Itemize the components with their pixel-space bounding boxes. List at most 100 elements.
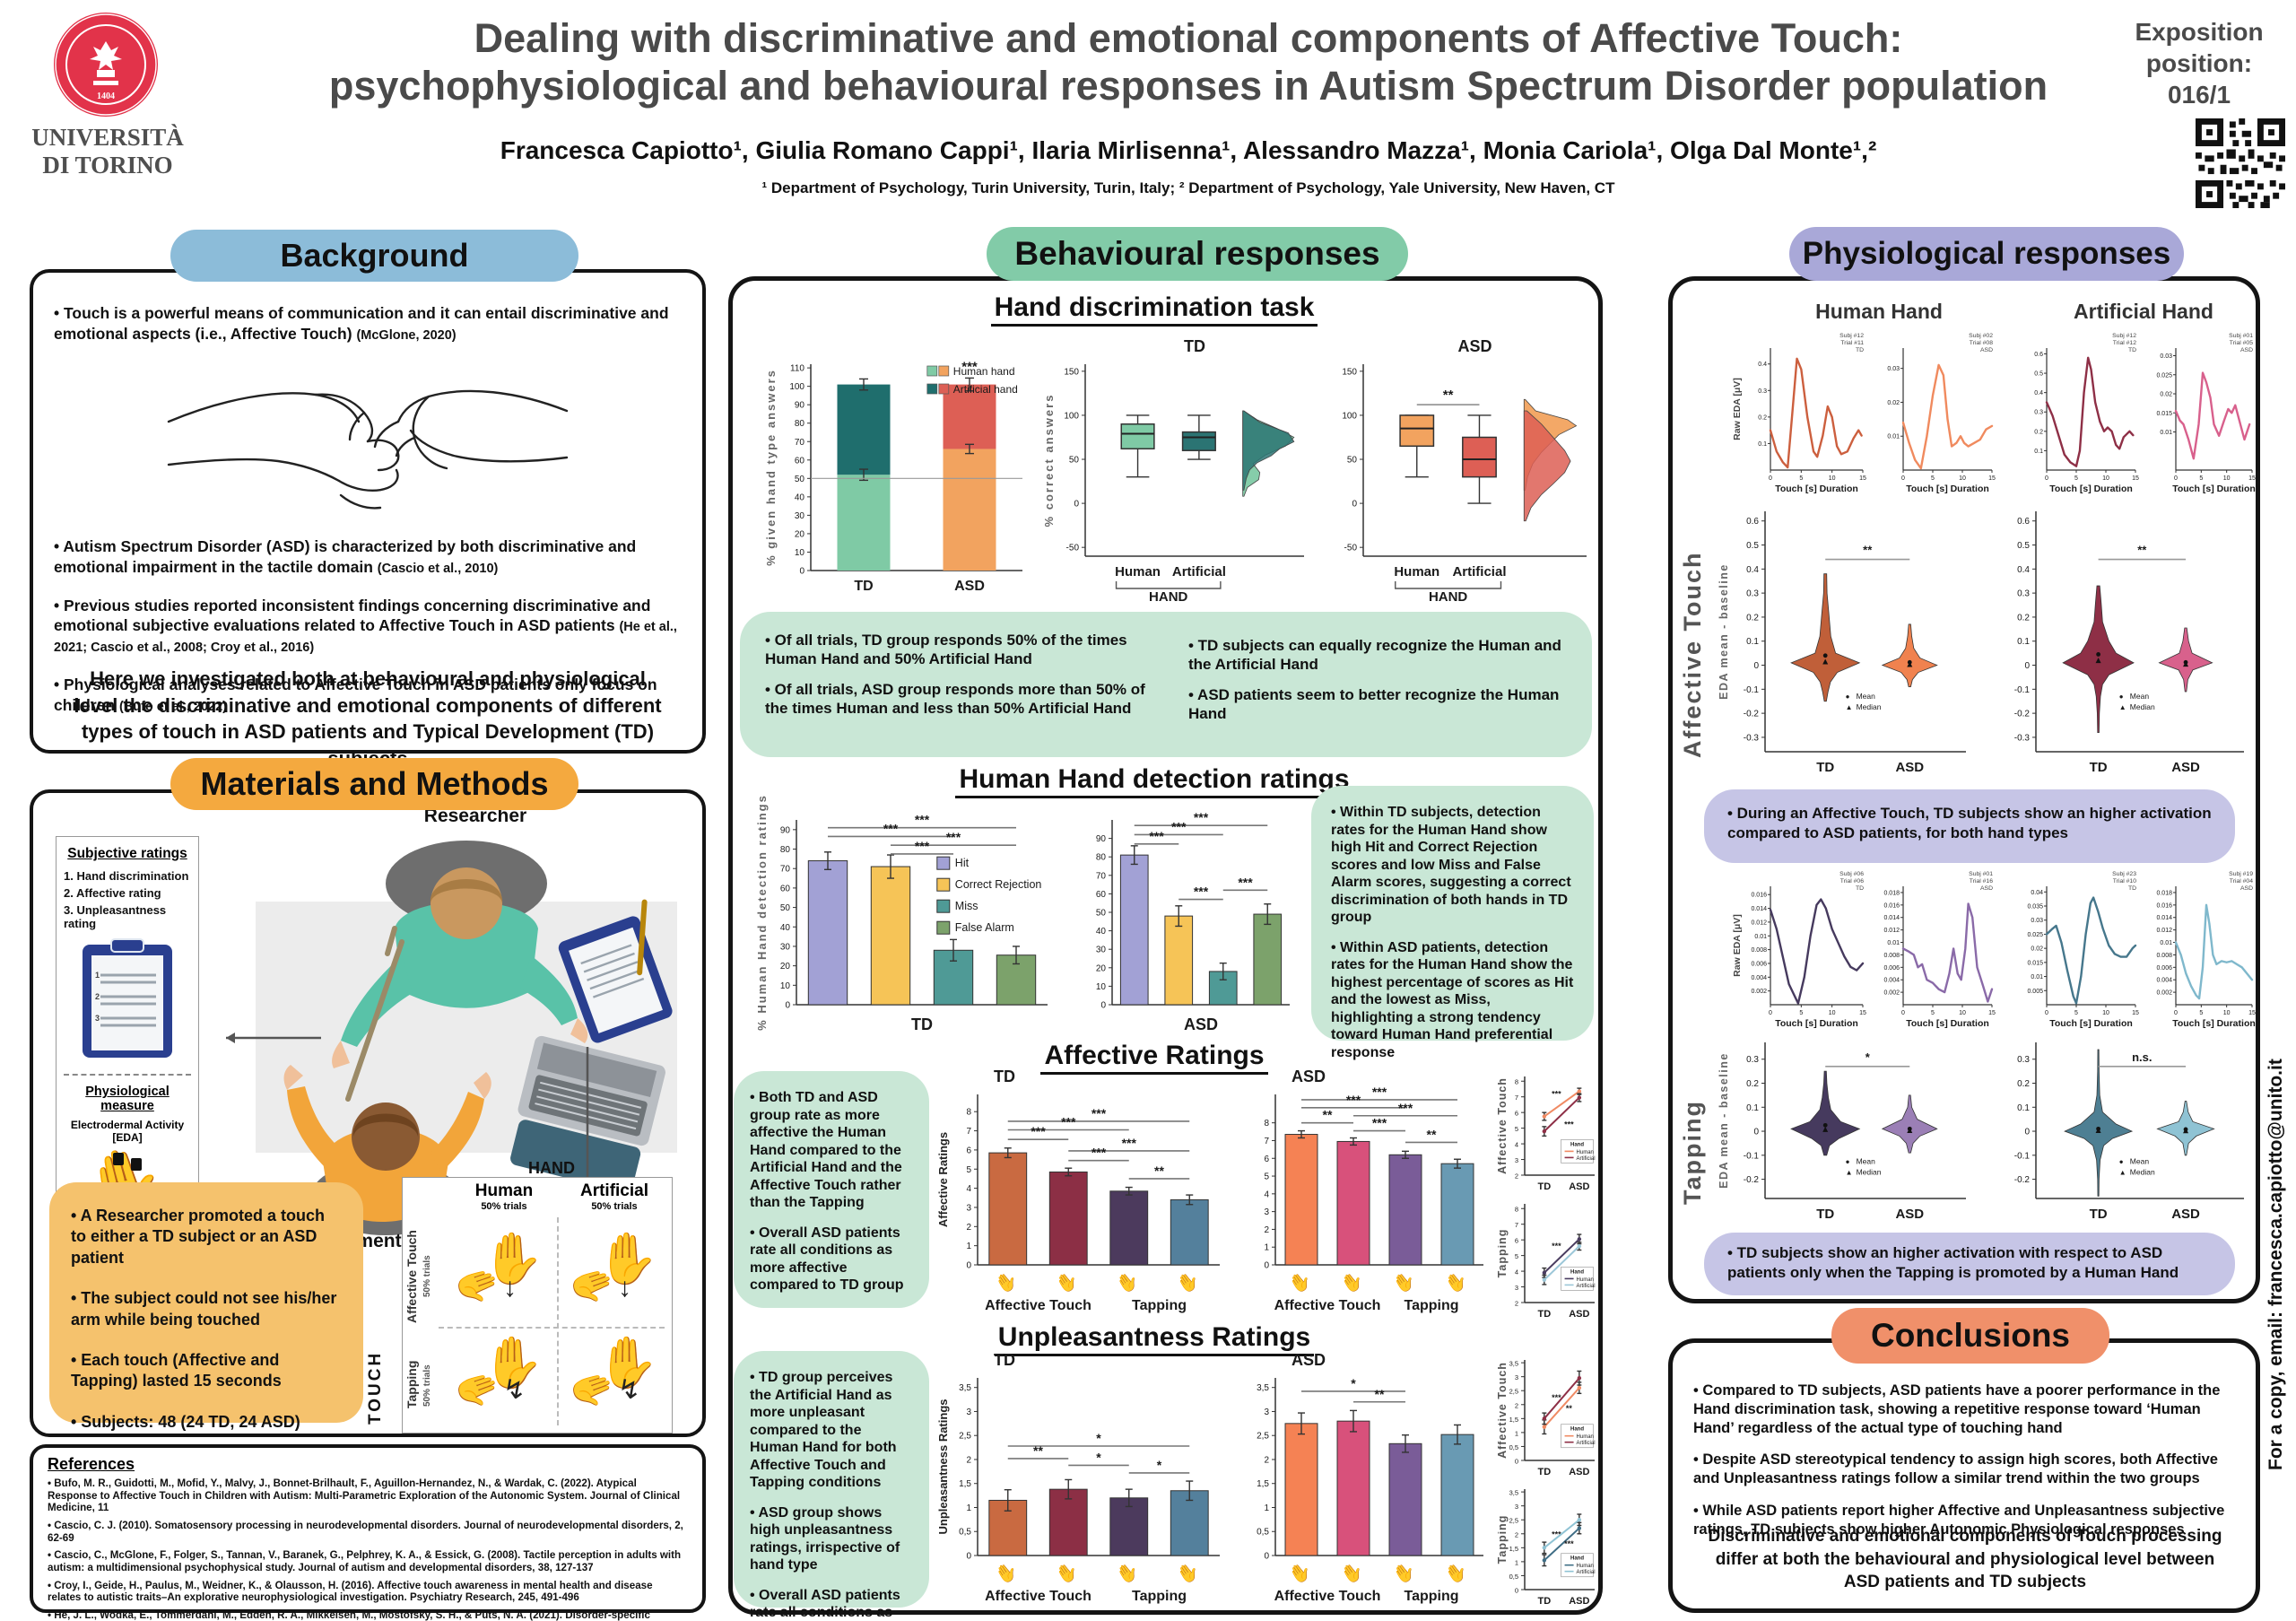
svg-text:Artificial: Artificial: [1577, 1156, 1596, 1162]
svg-text:✋: ✋: [1440, 1558, 1471, 1589]
exposition-line1: Exposition: [2135, 18, 2264, 46]
svg-text:15: 15: [2248, 475, 2256, 482]
svg-text:5: 5: [1515, 1252, 1518, 1260]
list-item: • Bufo, M. R., Guidotti, M., Mofid, Y., …: [48, 1477, 681, 1514]
svg-text:4: 4: [1515, 1268, 1518, 1277]
svg-text:0.01: 0.01: [2160, 940, 2172, 946]
section-affective-ratings: Affective Ratings: [863, 1041, 1446, 1075]
affective-td-chart: 0 1 2 3 4 5 6 7 8 Affective Ratings *** *** *** *** **…: [935, 1068, 1231, 1317]
svg-text:1,5: 1,5: [1257, 1479, 1269, 1489]
svg-text:1: 1: [966, 1242, 971, 1251]
conclusions-bullets: • Compared to TD subjects, ASD patients …: [1693, 1381, 2237, 1552]
unpleasantness-interaction-affective-touch-chart: 0 0,5 1 1,5 2 2,5 3 3,5 Affective Touch *** ** Hand…: [1496, 1351, 1600, 1478]
svg-text:15: 15: [1859, 475, 1866, 482]
svg-text:3: 3: [95, 1014, 100, 1023]
touch-axis-label: TOUCH: [366, 1350, 385, 1425]
svg-text:20: 20: [1096, 963, 1107, 973]
svg-text:Mean: Mean: [1857, 1157, 1876, 1166]
svg-text:3: 3: [1515, 1373, 1518, 1381]
svg-text:ASD: ASD: [2171, 760, 2200, 775]
physio-measure-sub2: [EDA]: [112, 1131, 143, 1144]
svg-text:5: 5: [1799, 1010, 1803, 1016]
svg-text:10: 10: [780, 981, 791, 991]
list-item: • Of all trials, ASD group responds more…: [765, 681, 1145, 718]
background-pill: Background: [170, 230, 578, 282]
svg-text:Affective Touch: Affective Touch: [1498, 1077, 1509, 1174]
raw-eda-tapping-artificial-asd-chart-svg: 0.002 0.004 0.006 0.008 0.01 0.012 0.014 0.016 0…: [2156, 871, 2256, 1029]
hand-discrimination-note-box: • Of all trials, TD group responds 50% o…: [740, 612, 1592, 757]
svg-text:✋: ✋: [1388, 1558, 1419, 1589]
svg-text:0,5: 0,5: [1509, 1573, 1518, 1581]
svg-text:0.3: 0.3: [1758, 388, 1767, 395]
svg-text:0: 0: [1753, 1128, 1759, 1137]
svg-text:0.4: 0.4: [2017, 565, 2030, 575]
section-detection-ratings: Human Hand detection ratings: [863, 764, 1446, 798]
raw-eda-human-asd-chart: 0.01 0.02 0.03 0 5 10 15 Subj #02 Trial #08 ASD To…: [1871, 330, 1996, 497]
svg-text:Tapping: Tapping: [1498, 1229, 1509, 1278]
svg-text:**: **: [2137, 544, 2147, 557]
exposition-line2: position:: [2145, 49, 2253, 77]
svg-text:Mean: Mean: [1857, 692, 1876, 701]
svg-text:✋: ✋: [1112, 1558, 1143, 1589]
svg-text:▲: ▲: [1846, 1169, 1853, 1177]
svg-text:Raw EDA [μV]: Raw EDA [μV]: [1732, 914, 1743, 977]
svg-text:0.1: 0.1: [2017, 1103, 2030, 1113]
physiological-pill-label: Physiological responses: [1802, 236, 2171, 271]
svg-text:0: 0: [1901, 1010, 1905, 1016]
svg-text:TD: TD: [911, 1015, 933, 1033]
raw-eda-tapping-artificial-td-chart: 0.005 0.01 0.015 0.02 0.025 0.03 0.035 0.04 0 5 10…: [2014, 868, 2140, 1032]
list-item: • ASD patients seem to better recognize …: [1188, 686, 1560, 723]
raw-eda-tapping-human-td-chart: 0.002 0.004 0.006 0.008 0.01 0.012 0.014 0.016 0…: [1731, 868, 1867, 1032]
svg-text:7: 7: [1264, 1137, 1269, 1146]
svg-text:Median: Median: [2130, 702, 2155, 711]
svg-text:90: 90: [1096, 834, 1107, 844]
svg-text:4: 4: [1264, 1190, 1269, 1199]
svg-text:**: **: [1375, 1387, 1385, 1401]
hand-discrimination-note-left: • Of all trials, TD group responds 50% o…: [765, 632, 1160, 731]
svg-text:80: 80: [780, 845, 791, 855]
svg-text:Median: Median: [1857, 1168, 1882, 1177]
svg-text:0: 0: [785, 1001, 790, 1011]
eda-electrode-2: [131, 1158, 142, 1171]
conclusions-pill-label: Conclusions: [1870, 1317, 2071, 1354]
detection-asd-chart: 0 10 20 30 40 50 60 70 80 90 *** *** *** *** *** ASD: [1069, 793, 1300, 1037]
svg-text:Human: Human: [1394, 564, 1439, 580]
svg-text:TD: TD: [994, 1351, 1015, 1369]
svg-text:3: 3: [1515, 1503, 1518, 1511]
qr-code-svg: [2196, 118, 2285, 208]
methods-bullets-list: • A Researcher promoted a touch to eithe…: [71, 1206, 342, 1433]
svg-text:0.6: 0.6: [2017, 517, 2030, 527]
svg-text:1,5: 1,5: [959, 1479, 971, 1489]
exposition-position: Exposition position: 016/1: [2109, 16, 2289, 110]
svg-text:0: 0: [1352, 500, 1357, 510]
svg-text:-0.2: -0.2: [2014, 1175, 2031, 1185]
exposition-line3: 016/1: [2167, 81, 2231, 109]
svg-text:0.02: 0.02: [2160, 392, 2172, 398]
affiliations: ¹ Department of Psychology, Turin Univer…: [761, 179, 1615, 196]
svg-text:3,5: 3,5: [1509, 1360, 1518, 1368]
svg-text:***: ***: [1061, 1114, 1076, 1129]
list-item: • Both TD and ASD group rate as more aff…: [750, 1090, 902, 1211]
svg-text:***: ***: [946, 830, 961, 844]
svg-text:0.4: 0.4: [2034, 390, 2043, 397]
svg-text:Mean: Mean: [2130, 1157, 2150, 1166]
affective-interaction-affective-touch-chart: 2 3 4 5 6 7 8 Affective Touch *** *** Hand Human Art…: [1496, 1068, 1600, 1193]
svg-text:TD: TD: [994, 1068, 1015, 1085]
svg-text:5: 5: [2074, 1010, 2078, 1016]
svg-text:***: ***: [1122, 1136, 1137, 1150]
svg-text:30: 30: [1096, 946, 1107, 955]
affective-note-list: • Both TD and ASD group rate as more aff…: [750, 1089, 913, 1294]
physio-col-human: Human Hand: [1815, 300, 1943, 323]
affective-touch-row-label: Affective Touch: [1679, 551, 1706, 759]
svg-text:2: 2: [1264, 1225, 1269, 1235]
list-item: • TD subjects can equally recognize the …: [1188, 637, 1561, 673]
svg-text:2: 2: [1515, 1300, 1518, 1308]
references-title: References: [48, 1455, 135, 1473]
svg-text:Median: Median: [2130, 1168, 2155, 1177]
svg-text:Tapping: Tapping: [1132, 1298, 1187, 1313]
svg-text:5: 5: [966, 1165, 971, 1175]
svg-text:0: 0: [1901, 475, 1905, 482]
svg-text:5: 5: [1931, 1010, 1935, 1016]
svg-text:***: ***: [1372, 1116, 1387, 1130]
